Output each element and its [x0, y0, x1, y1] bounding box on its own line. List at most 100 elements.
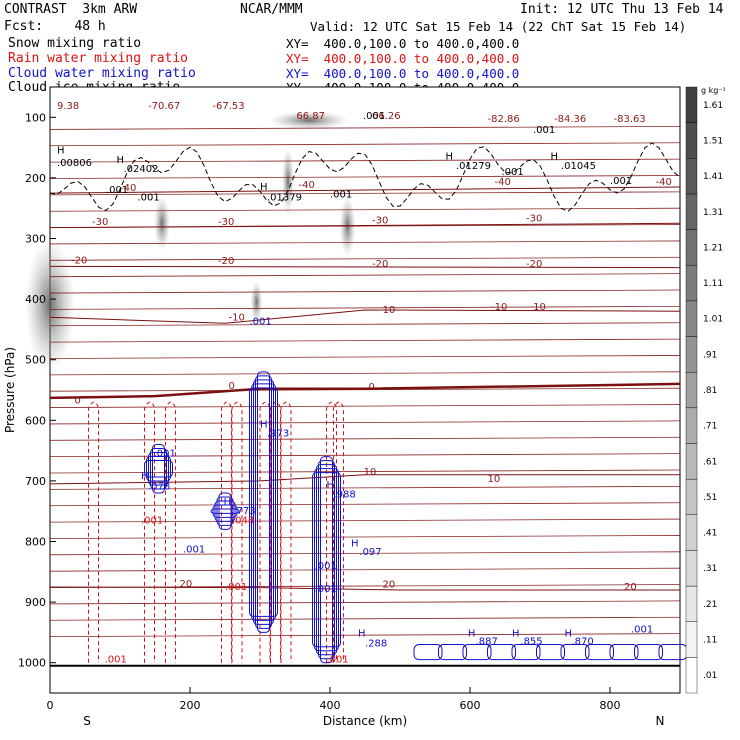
contour-label: .001: [610, 176, 632, 187]
isotherm-line: [49, 289, 681, 294]
contour-label: -82.86: [488, 114, 520, 125]
temperature-contour: [49, 265, 681, 269]
isotherm-line: [49, 567, 681, 572]
cloud-water-contour: [218, 492, 232, 530]
cloud-water-contour: [212, 504, 238, 518]
colorbar-tick-label: .81: [703, 386, 717, 396]
contour-label: H: [351, 538, 359, 549]
x-tick-label: 600: [460, 699, 481, 712]
contour-label: 20: [383, 580, 396, 591]
isotherm-line: [49, 175, 681, 179]
contour-label: -40: [495, 177, 511, 188]
colorbar-tick-label: .91: [703, 350, 717, 360]
contour-label: H: [224, 497, 232, 508]
contour-label: H: [551, 152, 559, 163]
isotherm-line: [49, 420, 681, 425]
rain-contour: [333, 401, 344, 663]
isotherm-line: [49, 355, 681, 359]
contour-label: .001: [363, 111, 385, 122]
colorbar-cell: [685, 478, 698, 515]
contour-label: 9.38: [57, 101, 79, 112]
isotherm-line: [49, 518, 681, 523]
contour-label: -20: [71, 255, 87, 266]
cloud-water-contour: [210, 508, 240, 514]
contour-label: .01279: [456, 161, 491, 172]
y-tick-label: 1000: [18, 657, 46, 670]
contour-label: .001: [225, 582, 247, 593]
contour-label: .078: [148, 481, 170, 492]
y-tick-label: 200: [25, 172, 46, 185]
x-tick-label: 400: [320, 699, 341, 712]
north-label: N: [656, 714, 665, 728]
colorbar-tick-label: .11: [703, 636, 717, 646]
isotherm-line: [49, 322, 681, 327]
contour-label: 0: [75, 395, 81, 406]
colorbar-cell: [685, 657, 698, 694]
colorbar-cell: [685, 229, 698, 266]
cloud-water-contour: [144, 460, 173, 478]
rain-contour: [88, 401, 99, 663]
contour-label: .855: [520, 637, 542, 648]
isotherm-line: [49, 224, 681, 228]
contour-label: -83.63: [614, 114, 646, 125]
contour-label: -10: [379, 305, 395, 316]
contour-label: .001: [533, 125, 555, 136]
contour-label: .001: [105, 655, 127, 666]
contour-label: -67.53: [212, 101, 244, 112]
contour-label: -84.36: [554, 114, 586, 125]
legend-cloudwater-name: Cloud water mixing ratio: [8, 66, 196, 81]
colorbar-cell: [685, 371, 698, 409]
contour-label: H: [468, 629, 476, 640]
colorbar-cell: [685, 550, 698, 587]
cloud-water-contour: [634, 644, 663, 661]
contour-label: H: [260, 420, 268, 431]
x-axis-label: Distance (km): [323, 714, 407, 728]
cloud-water-contour: [462, 644, 492, 661]
contour-label: .973: [267, 429, 289, 440]
south-label: S: [83, 714, 91, 728]
isotherm-line: [49, 142, 681, 147]
cloud-water-contour: [320, 456, 333, 664]
cloud-water-contour: [257, 371, 270, 633]
contour-label: -30: [92, 217, 108, 228]
y-tick-label: 500: [25, 354, 46, 367]
snow-shading: [154, 196, 170, 251]
contour-label: -40: [120, 183, 136, 194]
contour-label: .288: [365, 638, 387, 649]
rain-contour: [165, 401, 176, 663]
cloud-water-contour: [316, 464, 337, 656]
cloud-water-contour: [214, 500, 236, 522]
legend-rain-name: Rain water mixing ratio: [8, 51, 189, 66]
contour-label: .001: [327, 655, 349, 666]
contour-label: .001: [141, 515, 163, 526]
y-tick-label: 100: [25, 111, 46, 124]
contour-label: -40: [299, 180, 315, 191]
model-title: CONTRAST 3km ARW: [4, 2, 138, 17]
contour-label: H: [512, 629, 520, 640]
contour-label: H: [327, 480, 335, 491]
colorbar-tick-label: 1.61: [703, 101, 723, 111]
cloud-water-contour: [585, 644, 614, 661]
contour-label: 0: [229, 381, 235, 392]
colorbar-tick-label: .31: [703, 564, 717, 574]
cloud-water-contour: [216, 496, 234, 526]
rain-contour: [326, 401, 337, 663]
cloud-water-contour: [609, 644, 639, 661]
contour-label: H: [446, 152, 454, 163]
y-tick-label: 900: [25, 596, 46, 609]
rain-contour: [144, 401, 155, 663]
isotherm-line: [49, 191, 681, 196]
isotherm-line: [49, 273, 681, 278]
colorbar-tick-label: .21: [703, 600, 717, 610]
contour-label: H: [57, 146, 65, 157]
isotherm-line: [49, 207, 681, 212]
colorbar-tick-label: .51: [703, 493, 717, 503]
cloud-water-contour: [314, 468, 339, 652]
legend-snow-name: Snow mixing ratio: [8, 36, 142, 51]
y-tick-label: 400: [25, 293, 46, 306]
legend-snow-xy: XY= 400.0,100.0 to 400.0,400.0: [286, 36, 520, 51]
cloud-water-contour: [249, 387, 278, 617]
contour-label: .001: [154, 449, 176, 460]
legend-rain-xy: XY= 400.0,100.0 to 400.0,400.0: [286, 51, 520, 66]
